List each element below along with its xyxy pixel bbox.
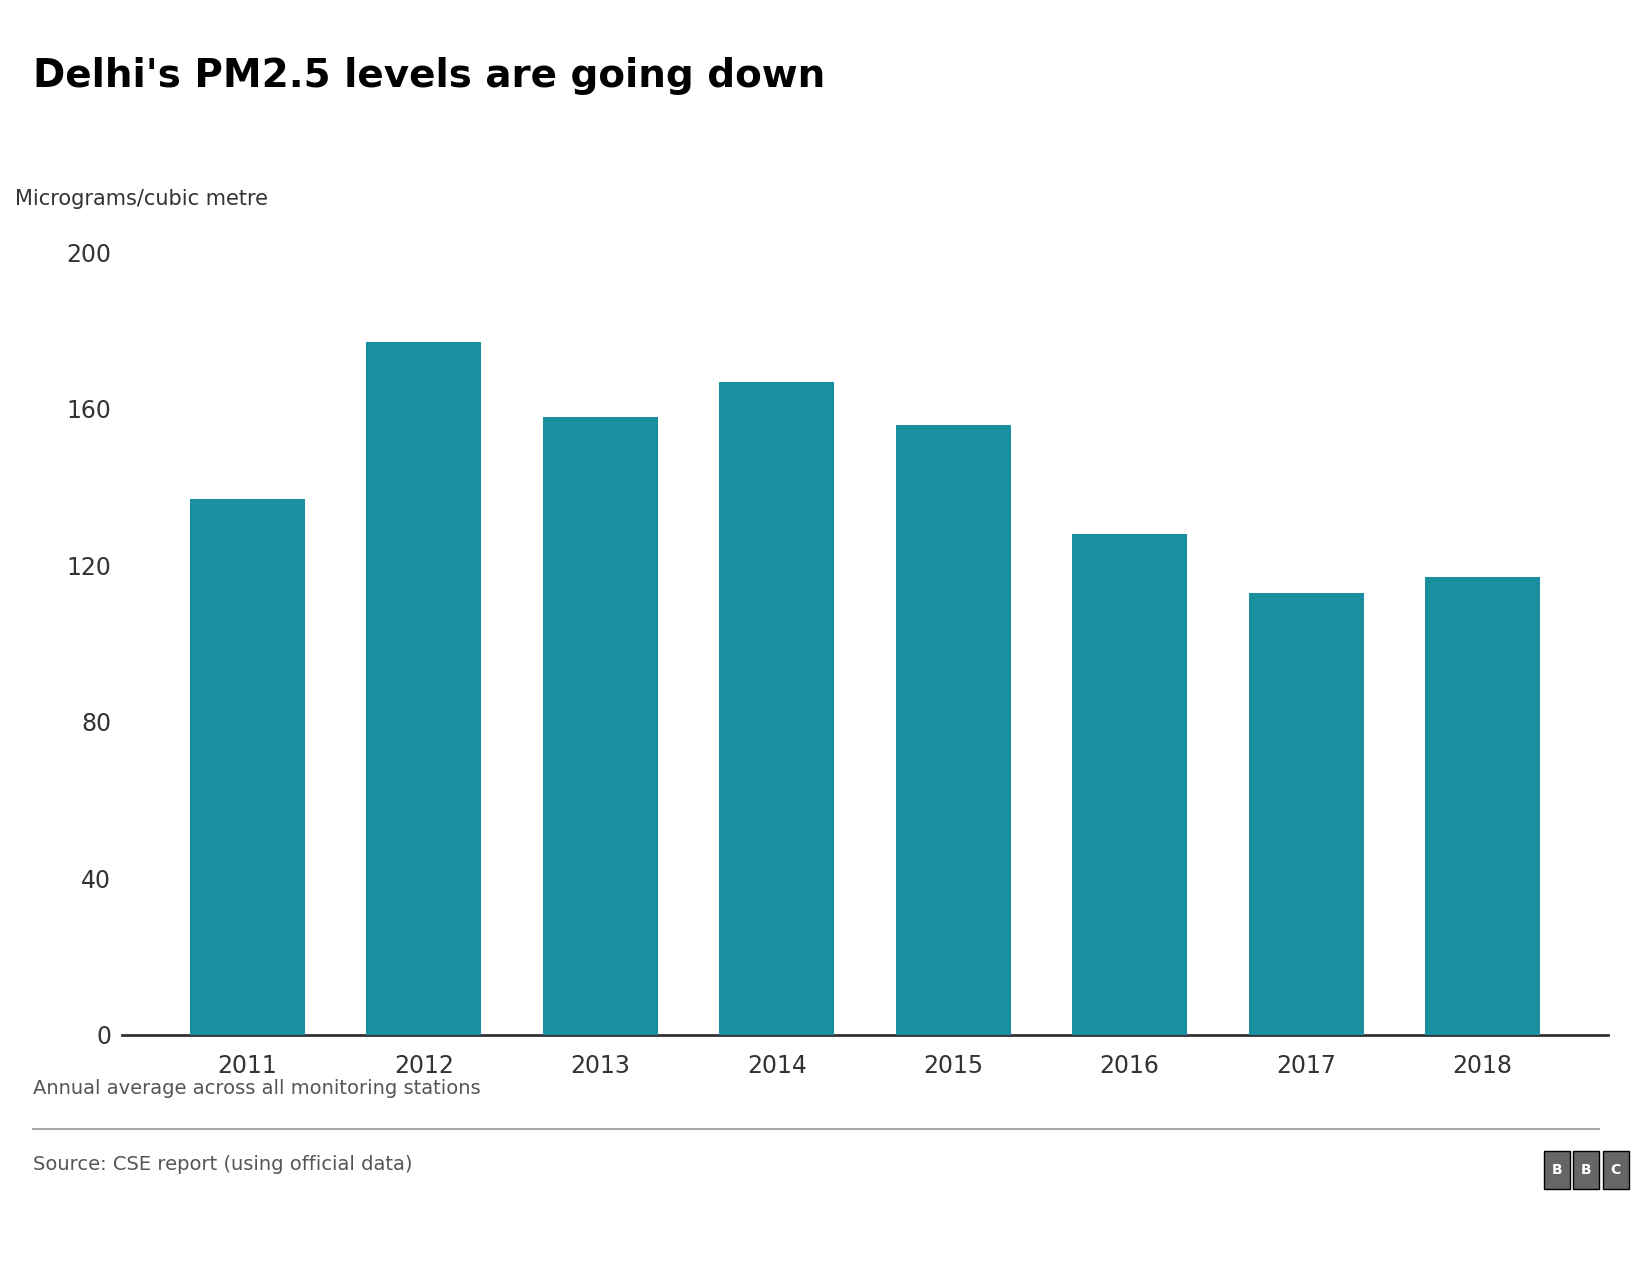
Bar xyxy=(367,342,481,1035)
Text: C: C xyxy=(1611,1162,1621,1177)
Bar xyxy=(896,424,1010,1035)
Text: Source: CSE report (using official data): Source: CSE report (using official data) xyxy=(33,1155,413,1174)
Text: Delhi's PM2.5 levels are going down: Delhi's PM2.5 levels are going down xyxy=(33,57,824,95)
Bar xyxy=(720,381,834,1035)
Text: Annual average across all monitoring stations: Annual average across all monitoring sta… xyxy=(33,1079,480,1098)
Text: B: B xyxy=(1552,1162,1562,1177)
Bar xyxy=(1072,534,1186,1035)
Bar xyxy=(1425,577,1541,1035)
Bar xyxy=(543,416,658,1035)
Text: B: B xyxy=(1581,1162,1591,1177)
Bar xyxy=(189,498,305,1035)
Bar xyxy=(1248,593,1363,1035)
Text: Micrograms/cubic metre: Micrograms/cubic metre xyxy=(15,189,269,209)
